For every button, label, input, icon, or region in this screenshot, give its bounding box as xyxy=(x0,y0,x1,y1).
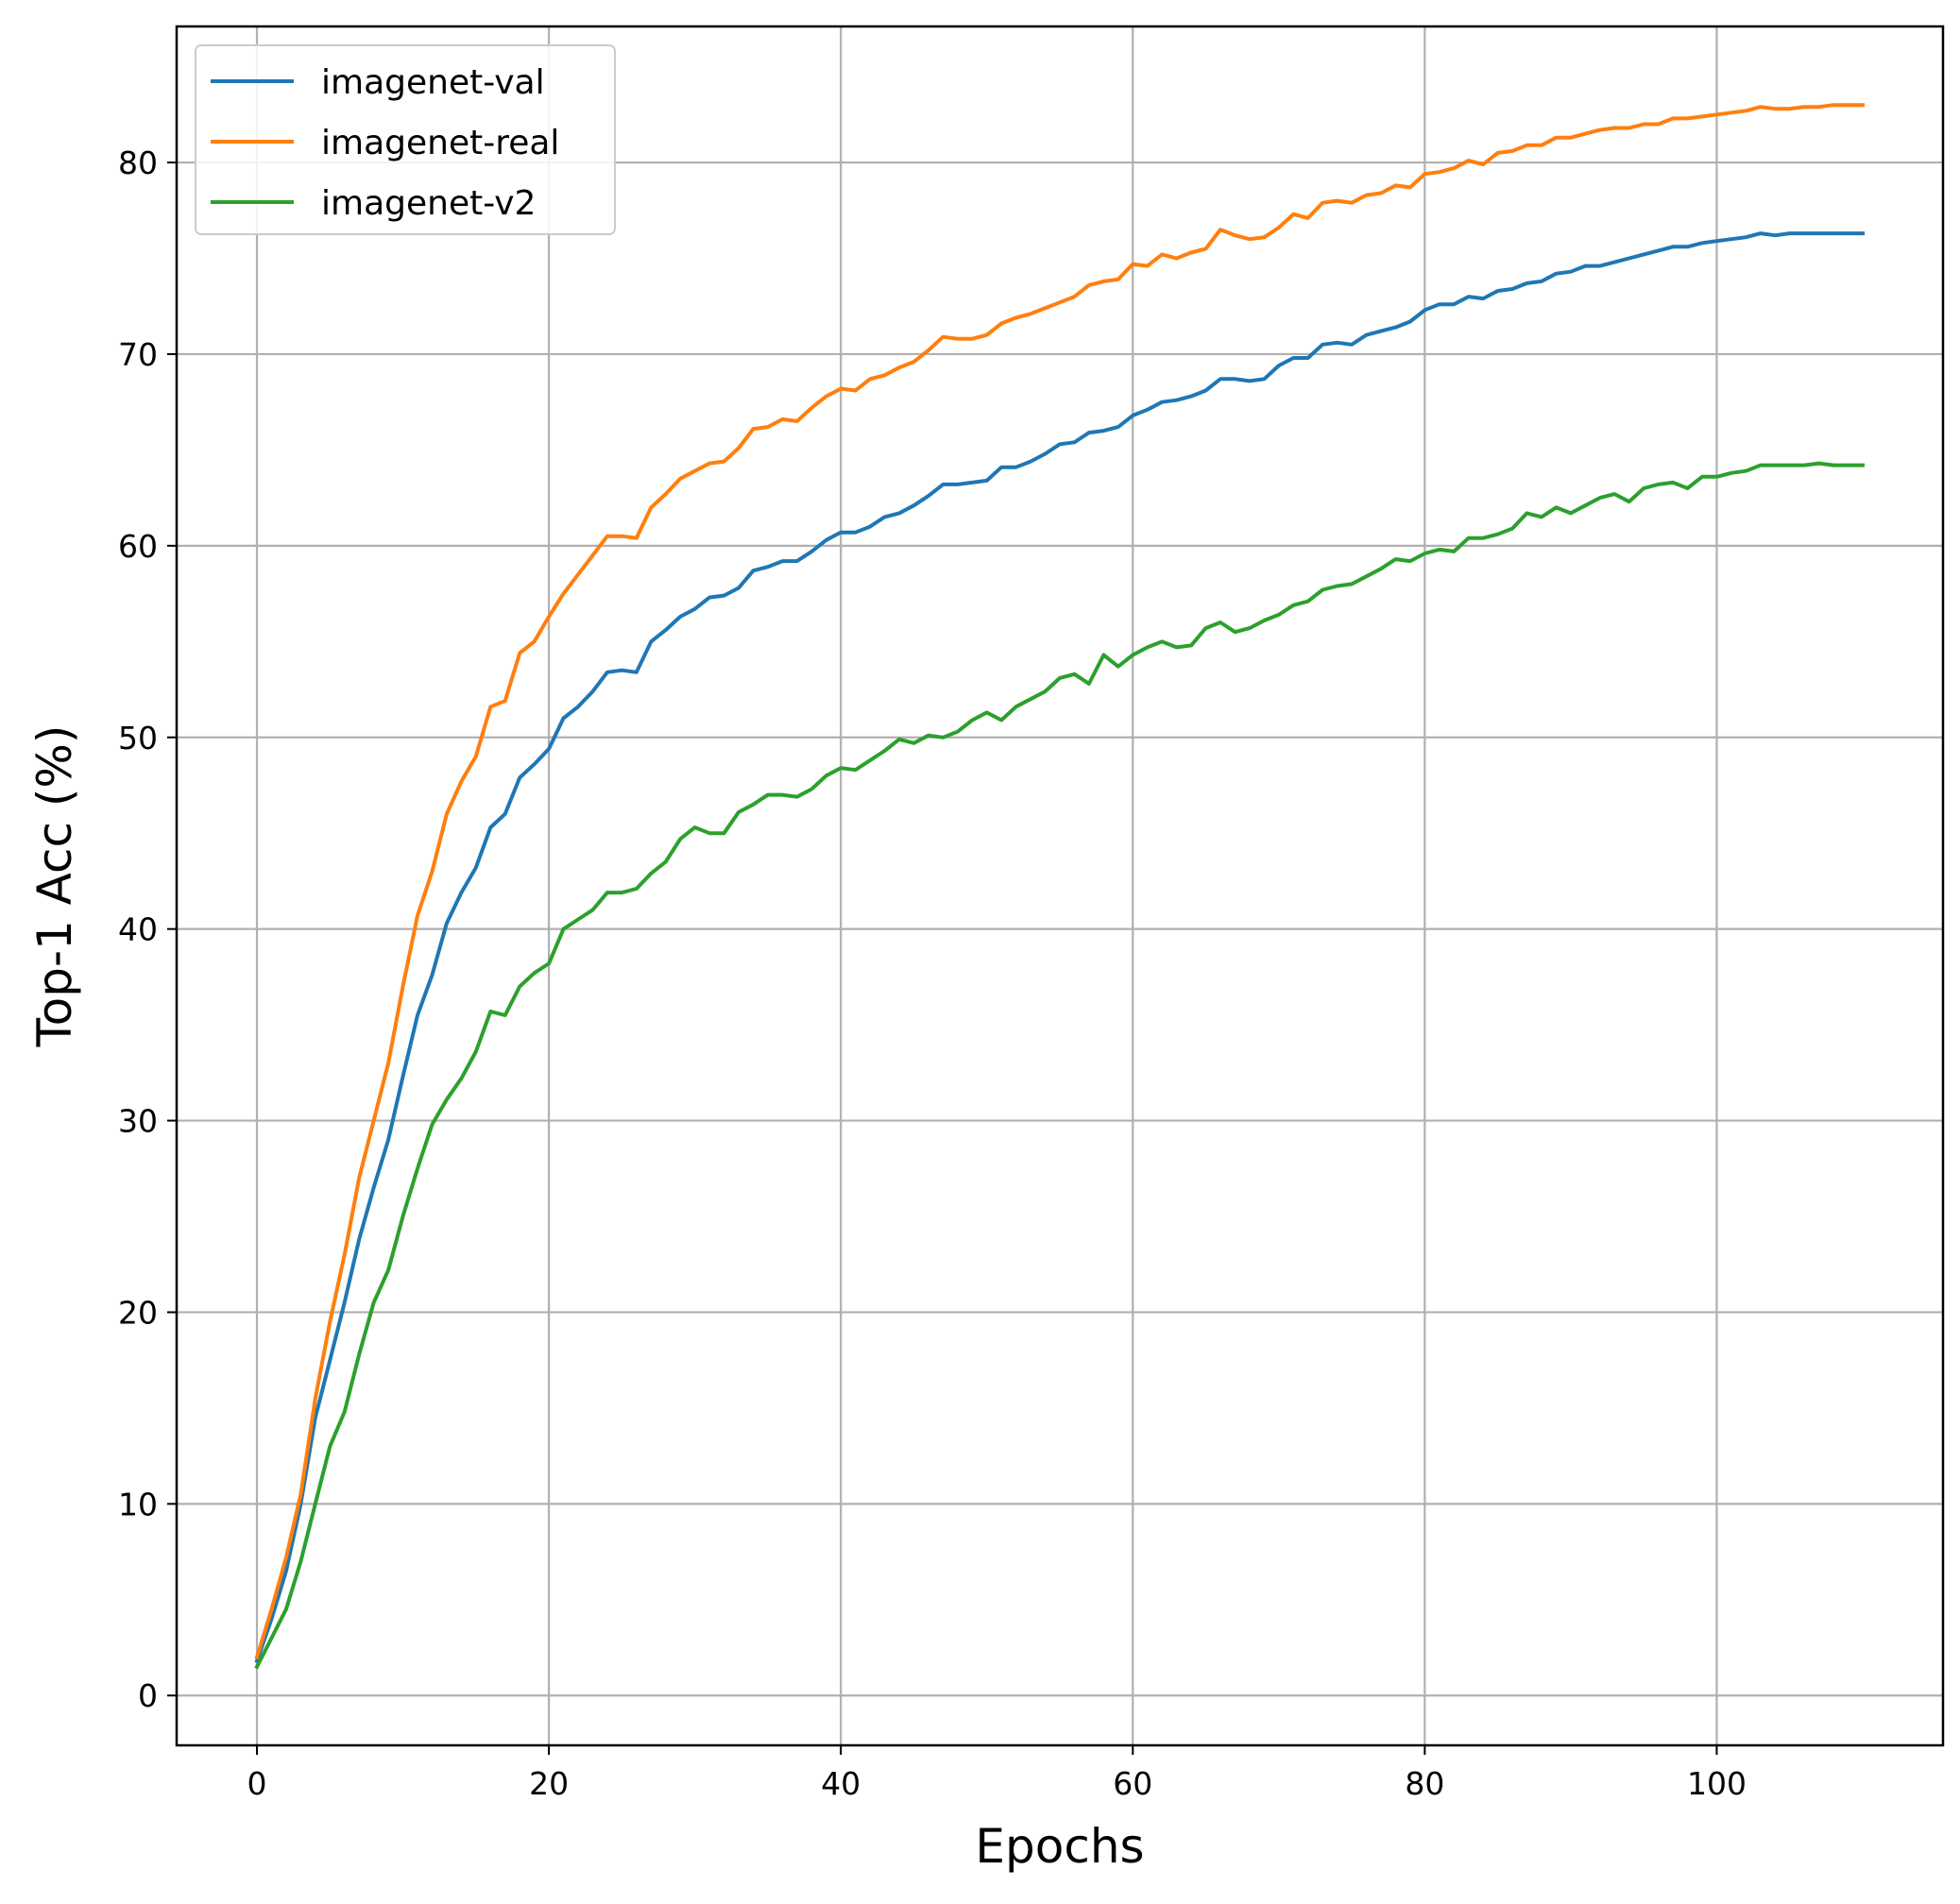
y-tick-label: 30 xyxy=(118,1103,158,1140)
x-tick-label: 0 xyxy=(247,1765,267,1802)
legend: imagenet-val imagenet-real imagenet-v2 xyxy=(195,44,616,235)
grid xyxy=(177,26,1943,1745)
y-axis-label: Top-1 Acc (%) xyxy=(27,725,82,1048)
series-line-imagenet-real xyxy=(254,103,1865,1660)
x-tick-label: 80 xyxy=(1405,1765,1444,1802)
y-tick-label: 10 xyxy=(118,1486,158,1522)
series-line-imagenet-v2 xyxy=(254,461,1865,1670)
x-tick-label: 100 xyxy=(1687,1765,1747,1802)
legend-label: imagenet-v2 xyxy=(321,184,536,223)
y-tick-label: 0 xyxy=(138,1677,158,1714)
y-tick-label: 80 xyxy=(118,144,158,181)
y-tick-label: 50 xyxy=(118,720,158,756)
x-tick-label: 60 xyxy=(1113,1765,1152,1802)
y-tick-label: 40 xyxy=(118,911,158,948)
x-axis-label: Epochs xyxy=(975,1819,1144,1874)
axis-ticks: 0 20 40 60 80 100 0 10 20 30 40 50 60 70 80 xyxy=(118,144,1747,1802)
y-tick-label: 60 xyxy=(118,528,158,565)
x-tick-label: 40 xyxy=(821,1765,861,1802)
series-line-imagenet-val xyxy=(254,231,1865,1664)
legend-label: imagenet-real xyxy=(321,124,559,162)
x-tick-label: 20 xyxy=(529,1765,569,1802)
legend-label: imagenet-val xyxy=(321,63,545,102)
y-tick-label: 70 xyxy=(118,336,158,373)
legend-box xyxy=(195,44,616,235)
y-tick-label: 20 xyxy=(118,1294,158,1331)
series-lines xyxy=(254,103,1865,1670)
plot-area-frame xyxy=(175,25,1945,1747)
